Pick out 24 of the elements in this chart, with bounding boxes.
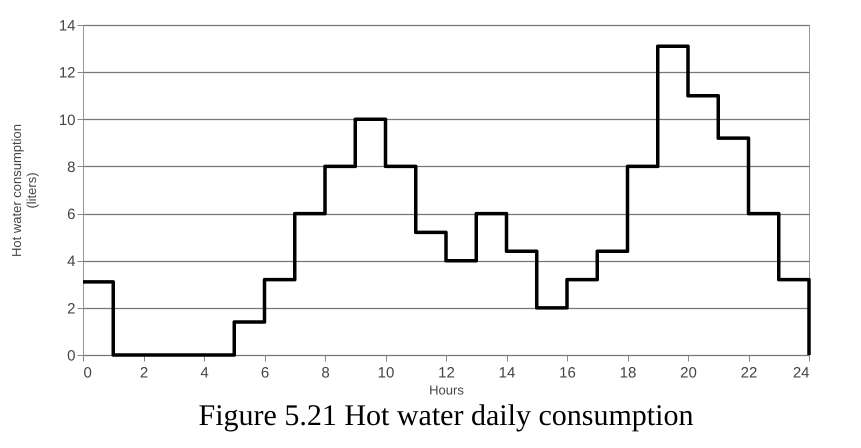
caption: Figure 5.21 Hot water daily consumption [198,399,694,432]
x-tick-label: 6 [260,364,270,382]
x-tick-label: 10 [378,364,394,382]
x-tick-label: 8 [321,364,330,382]
x-tick-label: 22 [740,364,758,382]
y-tick-label: 2 [67,300,76,318]
x-tick-label: 2 [140,364,148,382]
x-tick-label: 12 [438,364,455,382]
x-axis-title: Hours [429,382,464,398]
x-tick-label: 0 [84,364,92,382]
x-tick-label: 14 [498,364,516,382]
y-tick-label: 6 [67,206,76,224]
y-tick-label: 8 [67,158,76,176]
x-tick-label: 20 [680,364,697,382]
x-tick-label: 16 [559,364,576,382]
y-axis-title: Hot water consumption (liters) [8,124,39,257]
y-tick-label: 12 [58,64,76,82]
x-tick-label: 18 [620,364,636,382]
y-tick-label: 0 [67,348,76,364]
x-tick-label: 24 [792,364,810,382]
y-tick-label: 14 [58,18,76,34]
y-tick-label: 4 [67,253,76,270]
y-tick-label: 10 [58,112,76,129]
x-tick-label: 4 [200,364,209,382]
